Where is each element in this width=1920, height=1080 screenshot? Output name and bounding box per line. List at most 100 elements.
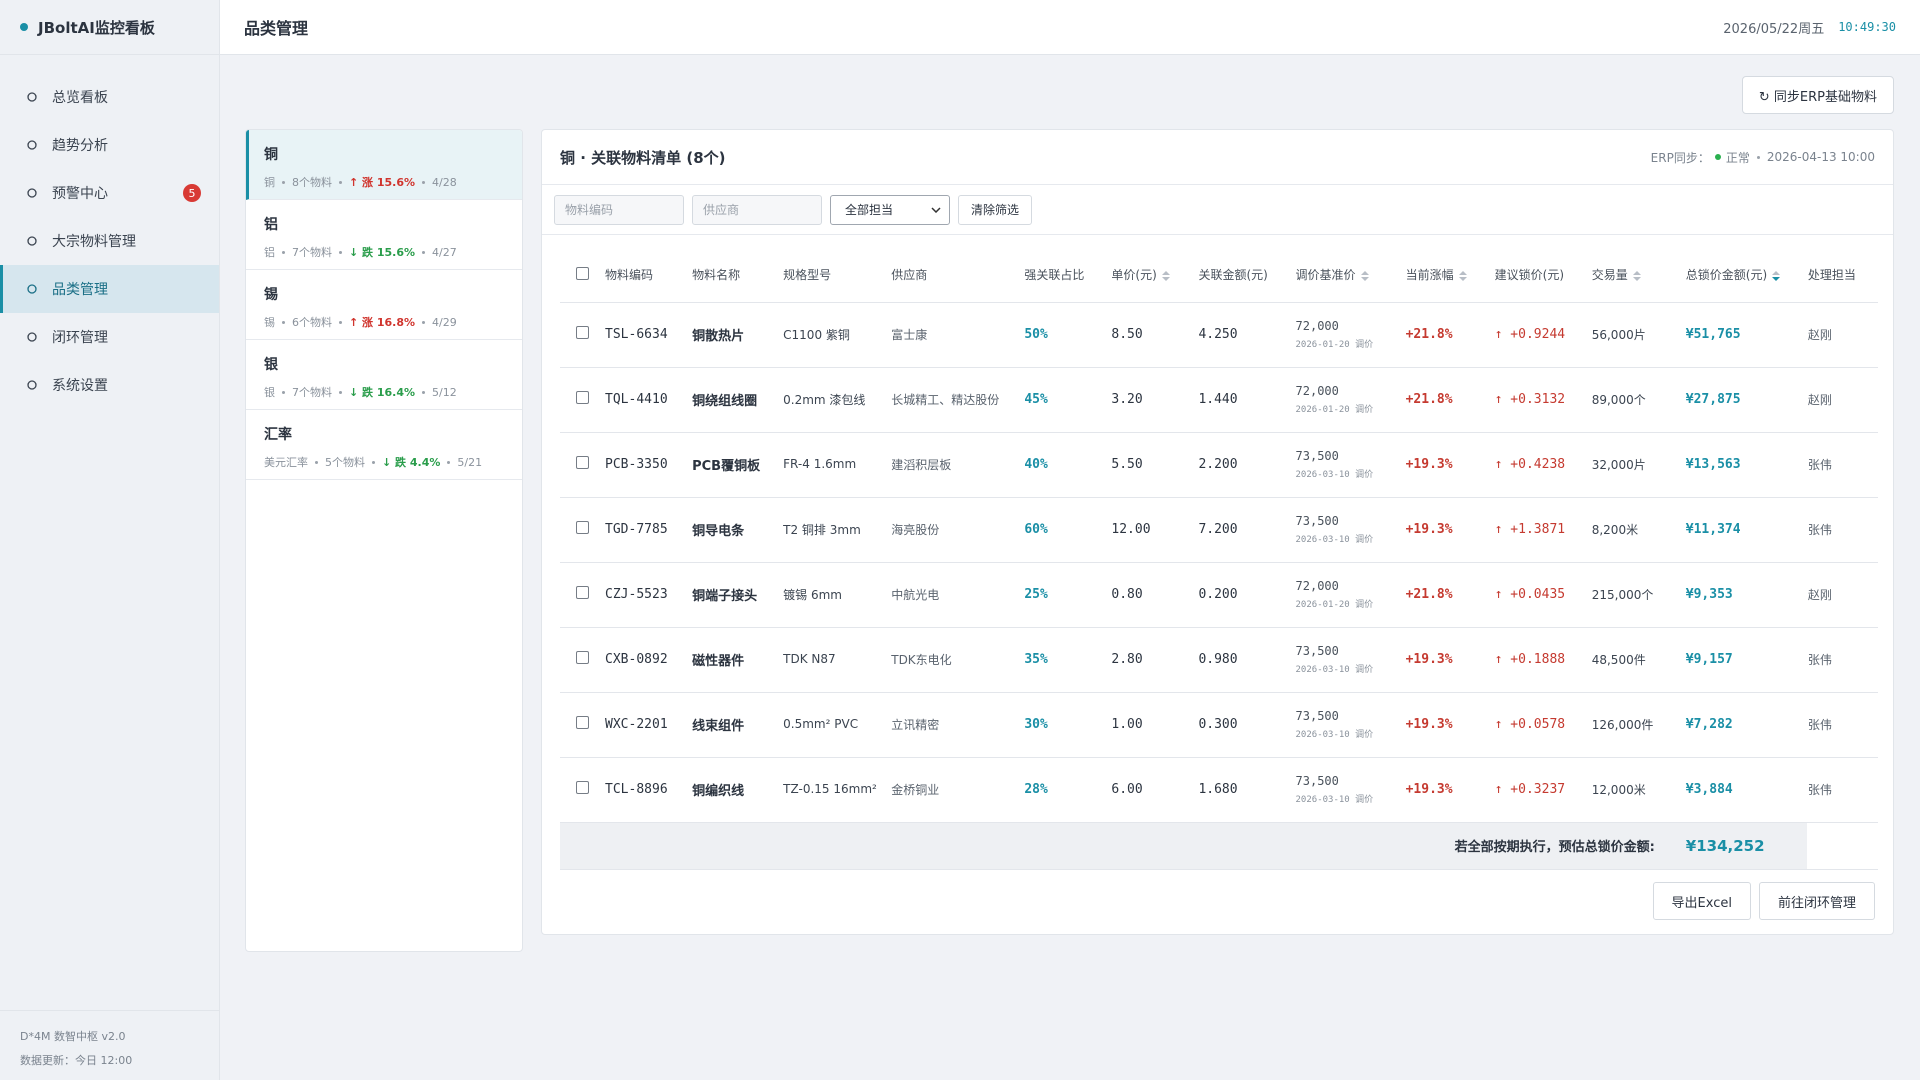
column-header[interactable]: 调价基准价 — [1294, 248, 1405, 303]
cell: ¥51,765 — [1684, 302, 1807, 368]
column-label: 调价基准价 — [1295, 268, 1356, 283]
volume: 215,000个 — [1591, 588, 1654, 602]
row-checkbox[interactable] — [575, 391, 589, 404]
owner: 赵刚 — [1807, 588, 1832, 602]
category-sub: 锡 — [264, 316, 275, 329]
cell: 8.50 — [1110, 302, 1198, 368]
category-item[interactable]: 铝铝 7个物料 ↓ 跌 15.6% 4/27 — [246, 200, 522, 270]
row-checkbox[interactable] — [575, 521, 589, 534]
category-name: 银 — [264, 357, 278, 373]
category-item[interactable]: 汇率 美元汇率 5个物料 ↓ 跌 4.4% 5/21 — [246, 410, 522, 480]
export-button[interactable]: 导出Excel — [1652, 882, 1751, 920]
material-name: 铜绕组线圈 — [692, 394, 758, 409]
column-header[interactable]: 当前涨幅 — [1404, 248, 1494, 303]
nav-item[interactable]: 系统设置 — [0, 361, 219, 409]
column-header[interactable]: 交易量 — [1590, 248, 1685, 303]
row-checkbox[interactable] — [575, 326, 589, 339]
material-code: CZJ-5523 — [605, 587, 668, 602]
ratio: 25% — [1024, 587, 1048, 602]
nav-item[interactable]: 品类管理 — [0, 265, 219, 313]
suggested-price: ↑ +0.0578 — [1494, 717, 1566, 732]
nav-item[interactable]: 趋势分析 — [0, 121, 219, 169]
row-checkbox[interactable] — [575, 651, 589, 664]
category-date: 4/27 — [432, 245, 457, 259]
category-count: 5个物料 — [325, 456, 365, 469]
nav-item[interactable]: 总览看板 — [0, 73, 219, 121]
cell: 0.2mm 漆包线 — [782, 367, 891, 433]
row-checkbox[interactable] — [575, 456, 589, 469]
base-price: 73,500 — [1295, 774, 1339, 788]
cell: 215,000个 — [1590, 562, 1685, 628]
cell — [560, 302, 605, 368]
supplier: 建滔积层板 — [891, 458, 952, 472]
column-label: 强关联占比 — [1024, 268, 1085, 283]
nav-label: 品类管理 — [52, 282, 108, 298]
suggested-price: ↑ +0.3132 — [1494, 392, 1566, 407]
amount: 2.200 — [1198, 457, 1238, 472]
ratio: 30% — [1024, 717, 1048, 732]
suggested-price: ↑ +1.3871 — [1494, 522, 1566, 537]
cell: 镀锡 6mm — [782, 562, 891, 628]
spec: TZ-0.15 16mm² — [783, 782, 877, 796]
spec: T2 铜排 3mm — [783, 523, 861, 537]
supplier-input[interactable]: 供应商 — [692, 194, 822, 225]
nav-icon — [27, 140, 37, 150]
row-checkbox[interactable] — [575, 586, 589, 599]
nav-item[interactable]: 大宗物料管理 — [0, 217, 219, 265]
amount: 1.440 — [1198, 392, 1238, 407]
category-sub: 铜 — [264, 176, 275, 189]
row-checkbox[interactable] — [575, 781, 589, 794]
clear-button[interactable]: 清除筛选 — [958, 194, 1033, 225]
page-title: 品类管理 — [244, 19, 309, 38]
cell: 73,500 2026-03-10 调价 — [1294, 627, 1405, 693]
base-price: 73,500 — [1295, 514, 1339, 528]
material-name: PCB覆铜板 — [692, 459, 761, 474]
supplier: 立讯精密 — [891, 718, 940, 732]
cell: 3.20 — [1110, 367, 1198, 433]
sync-button[interactable]: ↻ 同步ERP基础物料 — [1741, 76, 1894, 114]
nav-item[interactable]: 闭环管理 — [0, 313, 219, 361]
material-code: PCB-3350 — [605, 457, 668, 472]
row-checkbox[interactable] — [575, 716, 589, 729]
column-header[interactable]: 单价(元) — [1110, 248, 1198, 303]
total: ¥13,563 — [1685, 457, 1741, 472]
category-item[interactable]: 锡锡 6个物料 ↑ 涨 16.8% 4/29 — [246, 270, 522, 340]
column-label: 交易量 — [1591, 268, 1628, 283]
cell: ¥134,252 — [1684, 822, 1807, 870]
update-time: 数据更新：今日 12:00 — [20, 1054, 133, 1067]
column-header: 强关联占比 — [1023, 248, 1111, 303]
cell: +21.8% — [1404, 367, 1494, 433]
table-row: CZJ-5523 铜端子接头 镀锡 6mm 中航光电 25% 0.80 0.200 72,00… — [560, 562, 1878, 628]
time: 10:49:30 — [1838, 20, 1896, 34]
sort-icon — [1458, 270, 1467, 281]
spec: 镀锡 6mm — [783, 588, 842, 602]
category-item[interactable]: 银银 7个物料 ↓ 跌 16.4% 5/12 — [246, 340, 522, 410]
code-input[interactable]: 物料编码 — [554, 194, 684, 225]
category-count: 7个物料 — [292, 246, 332, 259]
cell: 2.200 — [1197, 432, 1295, 498]
total: ¥3,884 — [1685, 782, 1733, 797]
category-item[interactable]: 铜铜 8个物料 ↑ 涨 15.6% 4/28 — [246, 130, 522, 200]
column-header[interactable]: 总锁价金额(元) — [1684, 248, 1807, 303]
material-name: 铜端子接头 — [692, 589, 758, 604]
cell: 赵刚 — [1806, 562, 1878, 628]
cell: 89,000个 — [1590, 367, 1685, 433]
cell — [560, 627, 605, 693]
nav-item[interactable]: 预警中心 5 — [0, 169, 219, 217]
cell: 12.00 — [1110, 497, 1198, 563]
cell — [560, 562, 605, 628]
category-trend: ↓ 跌 4.4% — [382, 456, 441, 469]
material-name: 铜编织线 — [692, 784, 745, 799]
category-trend: ↓ 跌 16.4% — [349, 386, 416, 399]
cell: ↑ +1.3871 — [1493, 497, 1591, 563]
select-all[interactable] — [575, 266, 589, 280]
goto-button[interactable]: 前往闭环管理 — [1758, 882, 1875, 920]
owner-select[interactable]: 全部担当 — [830, 194, 950, 225]
base-date: 2026-03-10 调价 — [1295, 665, 1374, 675]
nav-label: 总览看板 — [52, 90, 108, 106]
cell: 4.250 — [1197, 302, 1295, 368]
cell: +19.3% — [1404, 757, 1494, 823]
ratio: 60% — [1024, 522, 1048, 537]
volume: 48,500件 — [1591, 653, 1646, 667]
cell: 73,500 2026-03-10 调价 — [1294, 497, 1405, 563]
